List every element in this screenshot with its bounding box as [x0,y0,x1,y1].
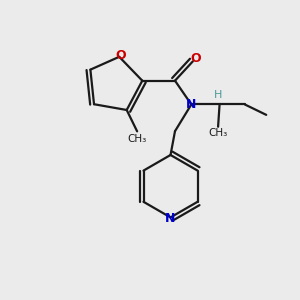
Text: N: N [165,212,176,225]
Text: N: N [186,98,196,111]
Text: H: H [214,90,222,100]
Text: CH₃: CH₃ [208,128,228,138]
Text: O: O [116,49,126,62]
Text: CH₃: CH₃ [127,134,146,144]
Text: O: O [190,52,200,65]
